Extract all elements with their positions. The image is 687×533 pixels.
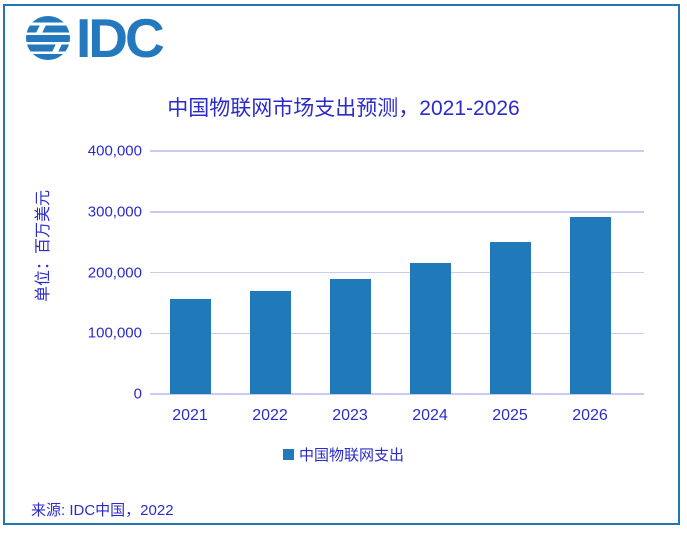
bar-slot-2026 <box>550 151 630 394</box>
y-tick-label: 300,000 <box>87 203 142 221</box>
gridline <box>150 393 644 395</box>
bar-slot-2024 <box>390 151 470 394</box>
y-axis-ticks: 400,000 300,000 200,000 100,000 0 <box>0 143 142 403</box>
bar-2021 <box>169 298 211 394</box>
bar-slot-2021 <box>150 151 230 394</box>
bar-slot-2023 <box>310 151 390 394</box>
legend: 中国物联网支出 <box>0 444 687 465</box>
legend-label: 中国物联网支出 <box>298 447 404 464</box>
gridline <box>150 271 644 274</box>
x-tick-label-2024: 2024 <box>412 407 448 424</box>
gridline <box>150 211 644 213</box>
bar-slot-2022 <box>230 151 310 394</box>
bar-2023 <box>329 279 371 394</box>
x-axis-labels: 2021 2022 2023 2024 2025 2026 <box>150 407 630 425</box>
gridline <box>150 332 644 334</box>
y-tick-label: 200,000 <box>87 264 142 281</box>
idc-globe-icon <box>25 15 71 66</box>
bar-2024 <box>409 262 451 394</box>
x-tick-label-2025: 2025 <box>492 407 528 424</box>
legend-swatch-icon <box>282 449 294 460</box>
bar-2026 <box>569 216 611 394</box>
chart-title: 中国物联网市场支出预测，2021-2026 <box>167 97 520 120</box>
source-note: 来源: IDC中国，2022 <box>31 502 174 519</box>
x-tick-label-2026: 2026 <box>572 407 608 424</box>
y-tick-label: 0 <box>133 385 142 403</box>
bar-series <box>150 151 630 394</box>
bar-2022 <box>249 291 291 394</box>
bar-2025 <box>489 241 531 394</box>
y-tick-label: 100,000 <box>87 324 142 342</box>
gridline <box>150 150 644 152</box>
y-tick-label: 400,000 <box>87 142 142 160</box>
idc-logo: IDC <box>25 6 165 69</box>
bar-slot-2025 <box>470 151 550 394</box>
x-tick-label-2021: 2021 <box>172 407 208 424</box>
x-tick-label-2023: 2023 <box>332 407 368 424</box>
idc-logo-text: IDC <box>76 6 165 69</box>
plot-area <box>150 150 644 395</box>
x-tick-label-2022: 2022 <box>252 407 288 424</box>
